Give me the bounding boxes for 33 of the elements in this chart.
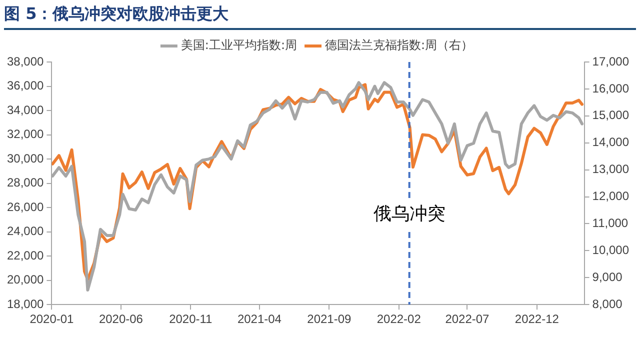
legend-label: 美国:工业平均指数:周: [180, 38, 298, 52]
x-tick-label: 2020-06: [98, 312, 144, 326]
y-tick-label: 20,000: [7, 272, 44, 287]
x-tick-label: 2020-01: [30, 312, 74, 326]
y-tick-label: 26,000: [7, 200, 44, 214]
x-tick-label: 2022-12: [514, 312, 560, 326]
y2-tick-label: 9,000: [592, 270, 623, 284]
legend-label: 德国法兰克福指数:周（右）: [325, 38, 474, 52]
x-tick-label: 2022-02: [376, 312, 422, 326]
y2-tick-label: 10,000: [592, 243, 630, 257]
y2-tick-label: 12,000: [592, 189, 630, 204]
y-tick-label: 34,000: [7, 102, 44, 117]
x-tick-label: 2021-04: [237, 312, 282, 326]
y2-tick-label: 15,000: [592, 108, 630, 122]
y2-tick-label: 13,000: [592, 162, 630, 176]
chart-title: 图 5：俄乌冲突对欧股冲击更大: [4, 4, 229, 24]
y2-tick-label: 11,000: [592, 216, 628, 230]
y-tick-label: 18,000: [7, 296, 44, 311]
y2-tick-label: 17,000: [592, 54, 630, 68]
y-tick-label: 30,000: [7, 151, 44, 166]
x-tick-label: 2022-07: [445, 312, 490, 326]
ref-line-label: 俄乌冲突: [373, 204, 446, 225]
y-tick-label: 38,000: [7, 54, 44, 68]
y2-tick-label: 16,000: [592, 81, 630, 96]
y-tick-label: 22,000: [7, 248, 44, 262]
y-tick-label: 24,000: [7, 224, 44, 238]
y-tick-label: 32,000: [7, 127, 44, 142]
x-tick-label: 2021-09: [307, 312, 352, 326]
y-tick-label: 28,000: [7, 176, 44, 190]
y-tick-label: 36,000: [7, 78, 44, 93]
y2-tick-label: 14,000: [592, 135, 630, 150]
y2-tick-label: 8,000: [592, 296, 623, 311]
x-tick-label: 2020-11: [169, 312, 213, 326]
